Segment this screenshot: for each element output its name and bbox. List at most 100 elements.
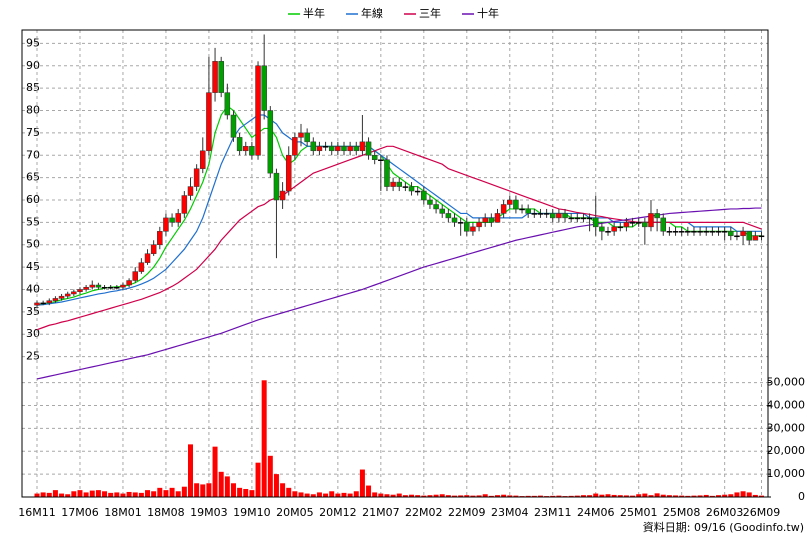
candle-body (635, 222, 642, 224)
volume-bar (316, 492, 322, 497)
volume-bar (378, 493, 384, 497)
candle-body (752, 235, 759, 241)
volume-bar (623, 495, 629, 497)
candle-body (703, 231, 709, 233)
volume-bar (525, 495, 531, 497)
candle-body (494, 213, 501, 223)
candle-body (212, 61, 218, 93)
candle-body (586, 217, 593, 220)
volume-bar (249, 490, 255, 497)
volume-bar (200, 484, 206, 497)
candle-body (243, 146, 249, 152)
candle-body (746, 231, 752, 241)
candle-body (322, 146, 329, 148)
candle-body (623, 222, 630, 228)
candle-body (52, 298, 59, 301)
volume-bar (341, 492, 347, 497)
x-tick-label: 25M01 (620, 506, 658, 519)
candle-body (648, 213, 654, 228)
y2-tick-label: 20,000 (767, 444, 806, 457)
volume-bar (261, 380, 267, 497)
volume-bar (114, 492, 120, 497)
x-tick-label: 19M03 (190, 506, 228, 519)
candle-body (433, 204, 439, 210)
volume-bar (163, 490, 169, 497)
y-tick-label: 35 (26, 305, 40, 318)
volume-bar (181, 486, 187, 497)
volume-bar (550, 495, 556, 497)
volume-bar (304, 493, 310, 497)
candle-body (617, 226, 624, 229)
volume-bar (587, 495, 593, 497)
y-tick-label: 95 (26, 36, 40, 49)
volume-bar (740, 491, 746, 497)
volume-bar (335, 493, 341, 497)
candle-body (304, 132, 310, 143)
volume-bar (537, 495, 543, 497)
y-tick-label: 75 (26, 126, 40, 139)
volume-bar (409, 494, 415, 497)
candle-body (402, 186, 409, 188)
volume-bar (759, 495, 764, 497)
candle-body (120, 284, 126, 288)
volume-bar (722, 494, 728, 497)
candle-body (34, 302, 40, 306)
volume-bar (77, 490, 83, 497)
volume-bar (347, 493, 353, 497)
x-tick-label: 18M08 (147, 506, 185, 519)
volume-bar (660, 494, 666, 497)
candle-body (230, 114, 237, 138)
volume-bar (709, 495, 715, 497)
volume-bar (531, 495, 537, 497)
candle-body (384, 159, 390, 187)
candle-body (421, 190, 427, 201)
volume-bar (108, 492, 114, 497)
candle-body (629, 222, 636, 224)
volume-bar (494, 495, 500, 497)
candle-body (285, 155, 292, 192)
candle-body (371, 155, 378, 160)
candle-body (642, 222, 648, 228)
volume-bar (599, 494, 605, 497)
volume-bar (752, 494, 758, 497)
y-tick-label: 90 (26, 59, 40, 72)
candle-body (396, 181, 402, 187)
volume-bar (359, 469, 365, 497)
y2-tick-label: 10,000 (767, 467, 806, 480)
y2-tick-label: 0 (798, 490, 805, 503)
volume-bar (476, 495, 482, 497)
candle-body (666, 231, 673, 233)
candle-body (89, 284, 96, 288)
candle-body (101, 286, 108, 289)
volume-bar (329, 491, 335, 497)
volume-bar (65, 494, 71, 497)
candle-body (390, 181, 396, 187)
y-tick-label: 80 (26, 104, 40, 117)
y2-tick-label: 30,000 (767, 421, 806, 434)
candle-body (316, 146, 323, 152)
volume-bar (366, 485, 372, 497)
volume-bar (126, 491, 132, 497)
candle-body (157, 231, 163, 245)
volume-bar (138, 492, 144, 497)
y-tick-label: 45 (26, 260, 40, 273)
candle-body (378, 159, 384, 161)
candle-body (758, 235, 765, 238)
candle-body (169, 217, 175, 223)
volume-bar (310, 494, 316, 497)
volume-bar (734, 492, 740, 497)
volume-bar (286, 487, 292, 497)
volume-bar (421, 495, 427, 497)
candle-body (298, 132, 304, 138)
candle-body (83, 286, 89, 290)
legend-label: 十年 (477, 6, 499, 20)
candle-body (451, 217, 458, 223)
candle-body (740, 231, 746, 237)
legend-label: 半年 (303, 6, 325, 20)
candle-body (255, 65, 261, 156)
volume-bar (132, 492, 138, 497)
volume-bar (243, 488, 249, 497)
candle-body (341, 146, 347, 152)
volume-bar (157, 487, 163, 497)
volume-bar (224, 476, 230, 497)
